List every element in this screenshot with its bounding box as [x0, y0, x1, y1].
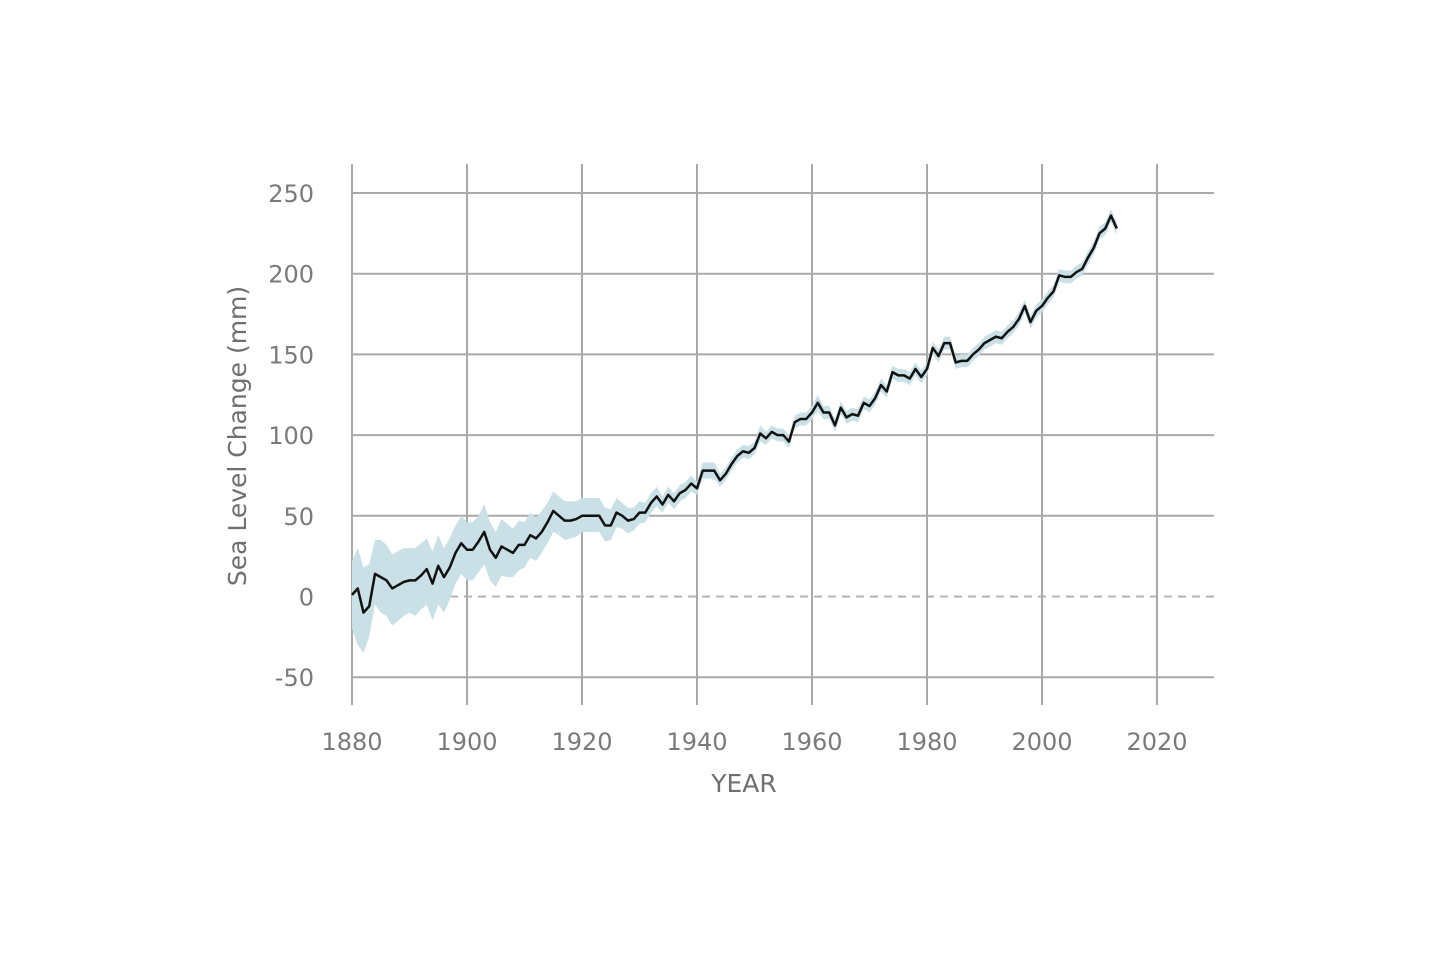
x-tick-label: 1880	[321, 728, 382, 756]
x-tick-label: 2020	[1126, 728, 1187, 756]
tick-labels: -50 0 50 100 150 200 250 1880 1900 1920 1940 1960 19…	[268, 180, 1187, 756]
x-tick-label: 1980	[896, 728, 957, 756]
x-tick-label: 2000	[1011, 728, 1072, 756]
y-tick-label: 250	[268, 180, 314, 208]
uncertainty-band-layer	[352, 209, 1117, 653]
y-tick-label: 100	[268, 422, 314, 450]
x-tick-label: 1900	[436, 728, 497, 756]
y-axis-title: Sea Level Change (mm)	[223, 286, 252, 586]
x-tick-label: 1920	[551, 728, 612, 756]
x-tick-label: 1960	[781, 728, 842, 756]
sea-level-line	[351, 214, 1118, 614]
x-axis-title: YEAR	[710, 769, 777, 798]
y-tick-label: 50	[283, 503, 314, 531]
y-tick-label: 200	[268, 261, 314, 289]
uncertainty-band	[352, 209, 1117, 653]
y-tick-label: -50	[275, 664, 314, 692]
line-series-layer	[351, 214, 1118, 614]
x-tick-label: 1940	[666, 728, 727, 756]
y-tick-label: 0	[299, 584, 314, 612]
y-tick-label: 150	[268, 341, 314, 369]
